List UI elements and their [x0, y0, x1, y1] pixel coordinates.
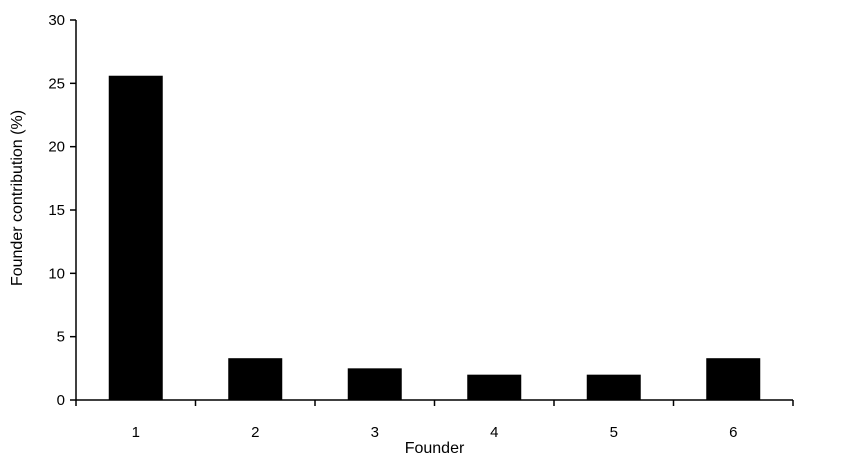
- bar-founder-5: [586, 374, 641, 400]
- x-tick-label: 6: [729, 424, 737, 441]
- y-axis-ticks: 0 5 10 15 20 25 30: [48, 12, 76, 409]
- x-tick-label: 2: [251, 424, 259, 441]
- y-tick-label: 10: [48, 265, 65, 282]
- bar-founder-2: [228, 358, 283, 400]
- y-tick-label: 5: [57, 329, 65, 346]
- x-tick-label: 5: [610, 424, 618, 441]
- x-tick-label: 1: [132, 424, 140, 441]
- x-axis-title: Founder: [405, 440, 465, 457]
- y-tick-label: 0: [57, 392, 65, 409]
- x-tick-label: 3: [371, 424, 379, 441]
- y-tick-label: 30: [48, 12, 65, 29]
- bars-group: [108, 75, 761, 400]
- y-tick-label: 20: [48, 139, 65, 156]
- y-tick-label: 25: [48, 75, 65, 92]
- bar-founder-4: [467, 374, 522, 400]
- y-tick-label: 15: [48, 202, 65, 219]
- bar-founder-6: [706, 358, 761, 400]
- bar-founder-1: [108, 75, 163, 400]
- y-axis-title: Founder contribution (%): [9, 110, 26, 286]
- bar-founder-3: [347, 368, 402, 400]
- x-tick-label: 4: [490, 424, 498, 441]
- x-axis-ticks: 1 2 3 4 5 6: [75, 400, 794, 441]
